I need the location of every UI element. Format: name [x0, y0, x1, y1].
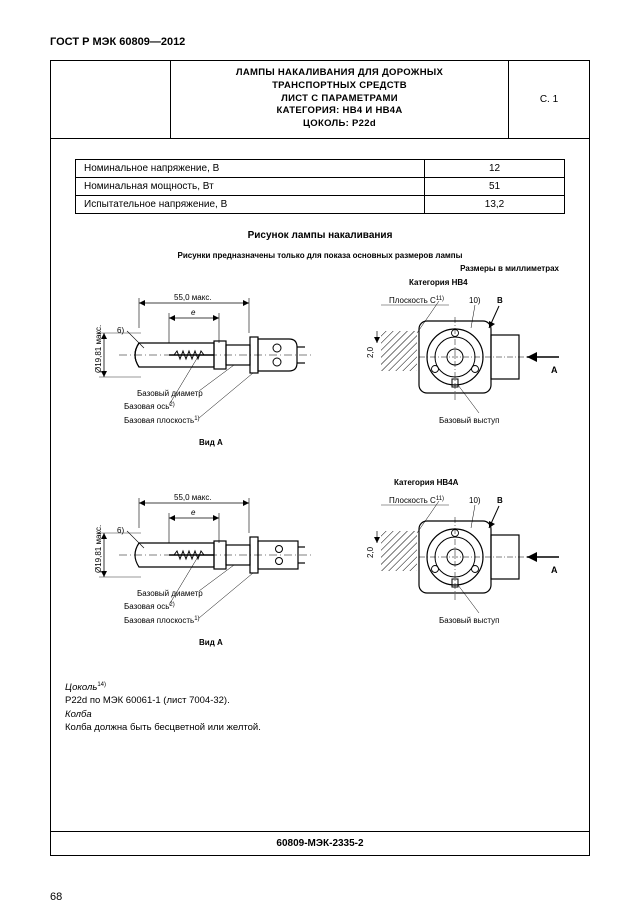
base-diam-label-2: Базовый диаметр: [137, 589, 203, 598]
arrow-a-2: А: [551, 565, 558, 575]
param-table: Номинальное напряжение, В 12 Номинальная…: [75, 159, 565, 214]
note-6: 6): [117, 326, 124, 335]
bottom-ref: 60809-МЭК-2335-2: [51, 831, 589, 855]
base-proj-label: Базовый выступ: [439, 416, 499, 425]
dim-2-2: 2,0: [366, 546, 375, 558]
cap-text: P22d по МЭК 60061-1 (лист 7004-32).: [65, 695, 230, 706]
diagram-hb4a: Категория HB4A 55,0 макс. e 6): [69, 473, 569, 668]
title-line5: ЦОКОЛЬ: P22d: [175, 118, 504, 131]
figure-units: Размеры в миллиметрах: [51, 264, 589, 273]
bulb-text: Колба должна быть бесцветной или желтой.: [65, 722, 261, 733]
param-label: Испытательное напряжение, В: [76, 196, 425, 214]
param-value: 51: [425, 178, 565, 196]
arrow-b-2: В: [497, 496, 503, 505]
footnotes: Цоколь14) P22d по МЭК 60061-1 (лист 7004…: [65, 681, 575, 734]
dim-2: 2,0: [366, 346, 375, 358]
side-view: 55,0 макс. e 6): [94, 293, 314, 447]
table-row: Испытательное напряжение, В 13,2: [76, 196, 565, 214]
plane-c-label-2: Плоскость С11): [389, 496, 444, 505]
base-plane-label-2: Базовая плоскость1): [124, 616, 200, 625]
base-axis-label-2: Базовая ось2): [124, 602, 175, 611]
arrow-b: В: [497, 296, 503, 305]
table-row: Номинальное напряжение, В 12: [76, 160, 565, 178]
base-axis-label: Базовая ось2): [124, 402, 175, 411]
base-diam-label: Базовый диаметр: [137, 389, 203, 398]
base-proj-label-2: Базовый выступ: [439, 616, 499, 625]
view-a-label-2: Вид А: [199, 638, 223, 647]
page-number: 68: [50, 891, 62, 903]
outer-frame: ЛАМПЫ НАКАЛИВАНИЯ ДЛЯ ДОРОЖНЫХ ТРАНСПОРТ…: [50, 60, 590, 856]
param-label: Номинальное напряжение, В: [76, 160, 425, 178]
dim-diameter: Ø19,81 макс.: [94, 325, 103, 373]
title-center-cell: ЛАМПЫ НАКАЛИВАНИЯ ДЛЯ ДОРОЖНЫХ ТРАНСПОРТ…: [171, 61, 509, 138]
end-view: Плоскость С11) 10) В 2,0: [366, 296, 559, 425]
param-value: 12: [425, 160, 565, 178]
title-line1: ЛАМПЫ НАКАЛИВАНИЯ ДЛЯ ДОРОЖНЫХ: [175, 67, 504, 80]
cap-label: Цоколь14): [65, 682, 106, 693]
table-row: Номинальная мощность, Вт 51: [76, 178, 565, 196]
cat-label: Категория HB4: [409, 278, 468, 287]
diagram-hb4: Категория HB4 55,0 макс. e 6): [69, 273, 569, 468]
title-line2: ТРАНСПОРТНЫХ СРЕДСТВ: [175, 80, 504, 93]
dim-diameter-2: Ø19,81 макс.: [94, 525, 103, 573]
bulb-label: Колба: [65, 709, 92, 720]
dim-55: 55,0 макс.: [174, 293, 212, 302]
view-a-label: Вид А: [199, 438, 223, 447]
note-10-2: 10): [469, 496, 481, 505]
cat-label-2: Категория HB4A: [394, 478, 459, 487]
doc-header: ГОСТ Р МЭК 60809—2012: [50, 36, 590, 48]
param-value: 13,2: [425, 196, 565, 214]
note-6-2: 6): [117, 526, 124, 535]
figure-subtitle: Рисунки предназначены только для показа …: [51, 251, 589, 260]
dim-e: e: [191, 308, 196, 317]
param-label: Номинальная мощность, Вт: [76, 178, 425, 196]
dim-e-2: e: [191, 508, 196, 517]
note-10: 10): [469, 296, 481, 305]
title-line3: ЛИСТ С ПАРАМЕТРАМИ: [175, 93, 504, 106]
title-row: ЛАМПЫ НАКАЛИВАНИЯ ДЛЯ ДОРОЖНЫХ ТРАНСПОРТ…: [51, 61, 589, 139]
arrow-a: А: [551, 365, 558, 375]
figure-title: Рисунок лампы накаливания: [51, 230, 589, 241]
side-view-2: 55,0 макс. e 6): [94, 493, 314, 647]
base-plane-label: Базовая плоскость1): [124, 416, 200, 425]
sheet-number: С. 1: [509, 61, 589, 138]
title-left-cell: [51, 61, 171, 138]
dim-55-2: 55,0 макс.: [174, 493, 212, 502]
title-line4: КАТЕГОРИЯ: HB4 И HB4A: [175, 105, 504, 118]
end-view-2: Плоскость С11) 10) В 2,0: [366, 496, 559, 625]
diagram-area: Категория HB4 55,0 макс. e 6): [51, 273, 589, 673]
plane-c-label: Плоскость С11): [389, 296, 444, 305]
